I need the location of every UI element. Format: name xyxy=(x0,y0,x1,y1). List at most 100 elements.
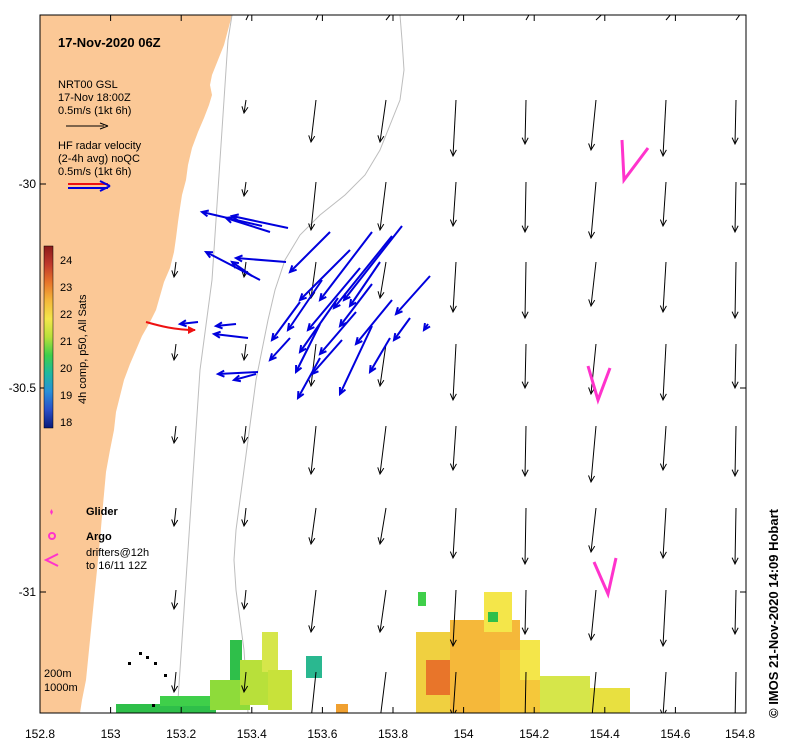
sst-patches xyxy=(116,592,630,713)
radar-arrow xyxy=(288,231,331,274)
lon-tick: 154.8 xyxy=(725,727,755,741)
model-arrow xyxy=(171,589,179,611)
radar-arrow xyxy=(368,337,391,374)
model-arrow xyxy=(521,425,529,478)
glider-symbol xyxy=(50,509,53,515)
radar-arrow xyxy=(298,249,351,302)
argo-track-head xyxy=(188,326,196,334)
model-arrow xyxy=(171,507,179,528)
model-arrow xyxy=(308,343,317,388)
lon-tick: 153.4 xyxy=(237,727,267,741)
colorbar-label: 4h comp, p50, All Sats xyxy=(77,294,89,404)
radar-arrow xyxy=(230,260,253,277)
model-arrow xyxy=(521,343,529,390)
model-arrow xyxy=(521,589,529,636)
radar-arrow xyxy=(268,337,291,362)
lon-tick: 153.8 xyxy=(378,727,408,741)
model-arrow xyxy=(241,507,249,528)
model-arrow xyxy=(449,589,457,648)
colorbar-tick: 19 xyxy=(60,390,72,402)
radar-arrow xyxy=(213,321,237,330)
model-arrow xyxy=(731,343,739,390)
model-arrow xyxy=(659,343,667,402)
model-arrow xyxy=(377,261,387,300)
radar-arrow xyxy=(286,279,323,332)
model-arrow xyxy=(377,181,387,232)
model-arrow xyxy=(731,507,739,566)
model-arrow xyxy=(588,261,597,308)
colorbar-tick: 22 xyxy=(60,309,72,321)
model-arrow xyxy=(241,589,249,611)
colorbar-tick: 20 xyxy=(60,363,72,375)
lat-tick: -30 xyxy=(19,177,37,191)
model-arrow xyxy=(521,181,529,234)
radar-arrow xyxy=(354,299,393,346)
model-arrow xyxy=(449,261,457,314)
model-arrow xyxy=(588,343,597,396)
lon-tick: 153.2 xyxy=(166,727,196,741)
model-arrow xyxy=(455,15,460,21)
model-arrow xyxy=(521,507,529,566)
model-arrow xyxy=(377,589,387,634)
depth-label-200: 200m xyxy=(44,668,72,680)
colorbar-tick: 24 xyxy=(60,255,72,267)
model-arrow xyxy=(524,671,527,713)
model-arrow xyxy=(659,261,667,314)
model-arrow xyxy=(311,671,317,713)
model-arrow xyxy=(588,181,597,240)
radar-arrow xyxy=(294,323,321,375)
radar-arrow xyxy=(296,357,321,401)
model-arrow xyxy=(449,671,457,713)
colorbar-tick: 23 xyxy=(60,282,72,294)
sst-colorbar xyxy=(43,245,54,429)
lat-tick-labels: -30 -30.5 -31 xyxy=(9,177,37,599)
radar-arrow xyxy=(394,275,431,316)
lon-tick: 152.8 xyxy=(25,727,55,741)
model-arrow xyxy=(241,425,249,445)
model-arrow xyxy=(171,343,179,362)
lon-tick: 154.6 xyxy=(660,727,690,741)
radar-arrow xyxy=(422,322,431,332)
model-arrow xyxy=(591,671,597,713)
model-scale: 0.5m/s (1kt 6h) xyxy=(58,105,131,117)
model-arrow xyxy=(245,15,249,21)
model-arrow xyxy=(659,425,667,472)
model-arrow xyxy=(731,181,739,234)
model-time: 17-Nov 18:00Z xyxy=(58,92,131,104)
radar-arrow xyxy=(318,311,357,356)
contour-200m xyxy=(175,15,233,713)
radar-scale-arrowhead xyxy=(99,180,111,192)
model-arrow xyxy=(308,589,317,634)
radar-arrow xyxy=(318,231,373,302)
lat-tick: -31 xyxy=(19,585,37,599)
radar-arrow xyxy=(177,319,199,328)
radar-arrow xyxy=(215,369,259,378)
model-arrow xyxy=(659,507,667,560)
model-arrow xyxy=(588,425,597,484)
radar-arrow xyxy=(348,261,381,308)
model-arrow xyxy=(731,261,739,320)
model-arrow xyxy=(171,261,179,279)
axis-ticks xyxy=(39,15,747,713)
drifter-symbol xyxy=(43,553,59,567)
model-arrow xyxy=(449,181,457,228)
model-arrow xyxy=(659,181,667,228)
drifters-label-1: drifters@12h xyxy=(86,547,149,559)
model-arrow xyxy=(449,507,457,560)
radar-arrow xyxy=(231,373,257,383)
colorbar-tick: 21 xyxy=(60,336,72,348)
land-mass xyxy=(40,15,232,713)
model-arrow xyxy=(731,425,739,478)
argo-symbol xyxy=(48,532,56,540)
model-arrow xyxy=(308,507,317,546)
model-arrow xyxy=(449,99,457,158)
glider-label: Glider xyxy=(86,506,119,518)
model-arrow xyxy=(377,99,387,144)
model-arrow xyxy=(380,671,387,713)
model-arrow xyxy=(659,589,667,648)
radar-arrow xyxy=(211,330,249,339)
model-arrow xyxy=(241,343,249,362)
lon-tick: 153 xyxy=(101,727,121,741)
model-arrow xyxy=(377,425,387,476)
model-arrow xyxy=(731,589,739,636)
